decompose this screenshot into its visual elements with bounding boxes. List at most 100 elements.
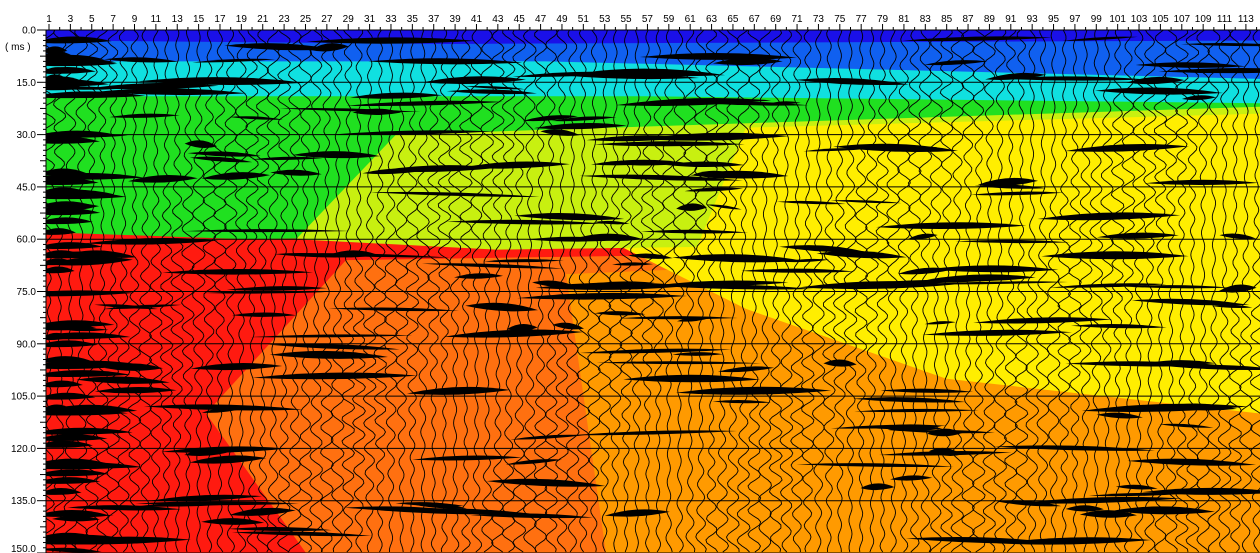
reflection-blob-edge [46, 332, 71, 340]
trace-wiggle [287, 30, 302, 553]
reflection-blob [346, 100, 504, 106]
reflection-blob-edge [46, 258, 75, 266]
trace-wiggle [790, 30, 805, 553]
trace-wiggle [298, 30, 313, 553]
x-tick-label: 19 [236, 14, 248, 25]
reflection-blob [465, 302, 538, 312]
x-tick-label: 111 [1217, 14, 1233, 25]
trace-wiggle [1207, 30, 1221, 553]
x-tick-label: 13 [172, 14, 184, 25]
reflection-blob [51, 515, 100, 522]
trace-wiggle [843, 30, 858, 553]
reflection-blob [594, 141, 745, 147]
reflection-blob [517, 292, 688, 300]
trace-wiggle [1228, 30, 1243, 553]
trace-wiggle [448, 30, 462, 553]
trace-wiggle [619, 30, 633, 553]
trace-wiggle [554, 30, 569, 553]
x-tick-label: 79 [877, 14, 889, 25]
x-tick-label: 75 [834, 14, 846, 25]
reflection-blob [833, 143, 959, 152]
x-tick-label: 27 [321, 14, 333, 25]
trace-wiggle [800, 30, 815, 553]
reflection-blob [510, 434, 586, 440]
x-tick-label: 17 [214, 14, 226, 25]
x-tick-label: 41 [471, 14, 483, 25]
trace-wiggle [95, 30, 110, 552]
reflection-blob [562, 72, 700, 80]
reflection-blob [465, 85, 526, 90]
trace-wiggle [384, 30, 398, 552]
trace-wiggle [1217, 30, 1232, 553]
trace-wiggle [277, 30, 292, 553]
trace-wiggle [1249, 30, 1260, 553]
reflection-blob [534, 123, 627, 130]
x-tick-label: 45 [514, 14, 526, 25]
trace-wiggle [84, 30, 99, 553]
reflection-blob [470, 513, 594, 519]
x-tick-label: 3 [68, 14, 74, 25]
reflection-blob [135, 501, 300, 506]
reflection-blob [796, 463, 954, 468]
x-tick-label: 67 [749, 14, 761, 25]
reflection-blob [138, 77, 305, 85]
reflection-blob [676, 316, 710, 322]
x-tick-label: 89 [984, 14, 996, 25]
reflection-blob [596, 361, 762, 365]
trace-wiggle [1121, 30, 1136, 553]
x-tick-label: 21 [257, 14, 269, 25]
reflection-blob-edge [46, 532, 98, 540]
trace-wiggle [576, 30, 591, 553]
trace-wiggle [266, 30, 281, 553]
x-tick-label: 7 [110, 14, 116, 25]
trace-wiggle [715, 30, 730, 553]
trace-wiggle [1003, 30, 1018, 553]
reflection-blob [267, 343, 400, 350]
x-tick-label: 33 [385, 14, 397, 25]
reflection-blob [1088, 492, 1182, 497]
x-tick-label: 37 [428, 14, 440, 25]
trace-wiggle [522, 30, 537, 553]
trace-wiggle [971, 30, 986, 553]
y-tick-label: 105.0 [11, 392, 36, 403]
trace-wiggle [1089, 30, 1104, 553]
x-tick-label: 105 [1152, 14, 1169, 25]
reflection-blob [412, 455, 523, 461]
trace-number-axis: 1 3 5 7 9 11 13 15 17 19 21 23 25 27 29 31 33 35 37 39 41 43 4… [46, 14, 1260, 31]
reflection-blob [830, 424, 947, 429]
trace-wiggle [159, 30, 174, 553]
reflection-blob [712, 57, 783, 66]
trace-wiggle [1078, 30, 1093, 553]
reflection-blob [231, 531, 372, 537]
reflection-blob [1158, 68, 1260, 74]
reflection-blob [67, 505, 181, 511]
x-tick-label: 31 [364, 14, 376, 25]
reflection-blob [370, 191, 540, 197]
reflection-blob [1125, 285, 1231, 289]
reflection-blob [672, 352, 724, 356]
x-tick-label: 47 [535, 14, 547, 25]
trace-wiggle [234, 30, 249, 553]
trace-wiggle [1132, 30, 1147, 553]
reflection-blob [712, 400, 771, 404]
reflection-blob [269, 350, 388, 359]
x-tick-label: 71 [792, 14, 804, 25]
reflection-blob [94, 304, 158, 310]
reflection-blob [551, 116, 617, 122]
reflection-blob [902, 36, 1053, 42]
trace-wiggle [693, 30, 708, 553]
reflection-blob [684, 187, 744, 192]
trace-wiggle [608, 30, 623, 553]
x-tick-label: 57 [642, 14, 654, 25]
reflection-blob-edge [46, 440, 80, 448]
reflection-blob [797, 281, 955, 290]
reflection-blob-edge [46, 178, 99, 186]
x-tick-label: 85 [941, 14, 953, 25]
reflection-blob [350, 92, 443, 99]
reflection-blob [628, 253, 673, 259]
trace-wiggle [640, 30, 655, 553]
trace-wiggle [907, 30, 922, 553]
reflection-blob [443, 329, 584, 338]
trace-wiggle [939, 30, 954, 553]
trace-wiggle [501, 30, 516, 553]
